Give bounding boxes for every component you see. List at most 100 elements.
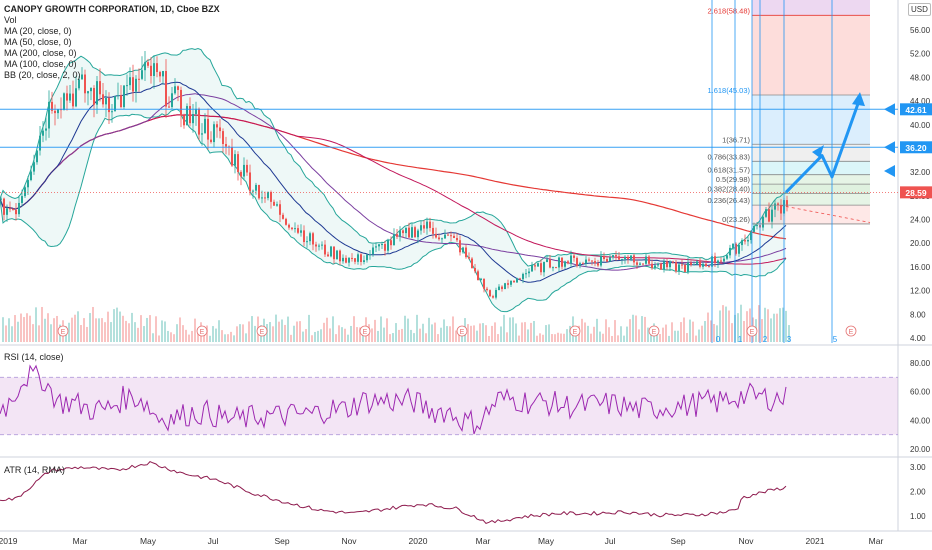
fib-zone xyxy=(752,94,870,145)
candle-body xyxy=(351,257,353,259)
candle-body xyxy=(543,262,545,273)
candle-body xyxy=(195,108,197,115)
candle-body xyxy=(114,96,116,112)
volume-bar xyxy=(401,328,403,342)
candle-body xyxy=(684,264,686,272)
candle-body xyxy=(507,283,509,285)
candle-body xyxy=(726,255,728,259)
currency-badge[interactable]: USD xyxy=(908,3,931,16)
volume-bar xyxy=(20,313,22,342)
candle-body xyxy=(111,111,113,113)
candle-body xyxy=(180,89,182,116)
legend-ma20[interactable]: MA (20, close, 0) xyxy=(4,26,72,36)
volume-bar xyxy=(413,333,415,342)
candle-body xyxy=(141,70,143,79)
fib-zone xyxy=(752,15,870,95)
candle-body xyxy=(276,204,278,206)
volume-bar xyxy=(410,329,412,342)
atr-label[interactable]: ATR (14, RMA) xyxy=(4,465,65,475)
volume-bar xyxy=(476,330,478,342)
rsi-label[interactable]: RSI (14, close) xyxy=(4,352,64,362)
candle-body xyxy=(693,264,695,266)
volume-bar xyxy=(239,324,241,342)
candle-body xyxy=(483,278,485,289)
volume-bar xyxy=(38,325,40,342)
candle-body xyxy=(393,234,395,246)
volume-bar xyxy=(317,330,319,342)
volume-bar xyxy=(218,320,220,342)
x-tick-label: Nov xyxy=(738,536,754,546)
candle-body xyxy=(204,118,206,134)
candle-body xyxy=(360,254,362,263)
candle-body xyxy=(81,74,83,80)
candle-body xyxy=(108,97,110,113)
candle-body xyxy=(729,247,731,256)
rsi-y-tick: 60.00 xyxy=(910,388,931,397)
volume-bar xyxy=(278,321,280,342)
volume-bar xyxy=(224,334,226,342)
volume-bar xyxy=(683,317,685,342)
volume-bar xyxy=(677,330,679,342)
volume-bar xyxy=(440,327,442,342)
candle-body xyxy=(261,197,263,199)
candle-body xyxy=(51,101,53,111)
candle-body xyxy=(423,225,425,229)
volume-bar xyxy=(437,334,439,342)
earnings-marker: E xyxy=(200,329,205,336)
candle-body xyxy=(177,86,179,90)
volume-bar xyxy=(605,319,607,342)
candle-body xyxy=(432,227,434,234)
volume-bar xyxy=(356,327,358,342)
candle-body xyxy=(687,262,689,272)
volume-bar xyxy=(275,314,277,342)
candle-body xyxy=(663,261,665,270)
atr-y-tick: 3.00 xyxy=(910,463,926,472)
candle-body xyxy=(63,93,65,111)
symbol-title[interactable]: CANOPY GROWTH CORPORATION, 1D, Cboe BZX xyxy=(4,4,220,14)
forecast-arrowhead xyxy=(852,92,865,107)
volume-bar xyxy=(248,321,250,342)
candle-body xyxy=(636,262,638,265)
candle-body xyxy=(528,271,530,274)
volume-bar xyxy=(68,322,70,342)
volume-bar xyxy=(470,325,472,342)
volume-bar xyxy=(77,311,79,342)
legend-ma200[interactable]: MA (200, close, 0) xyxy=(4,48,77,58)
volume-bar xyxy=(89,313,91,342)
candle-body xyxy=(3,198,5,215)
candle-body xyxy=(600,256,602,266)
volume-bar xyxy=(287,316,289,342)
fib-level-label: 1.618(45.03) xyxy=(707,86,750,95)
y-tick-label: 48.00 xyxy=(910,73,931,82)
volume-bar xyxy=(722,305,724,342)
y-tick-label: 12.00 xyxy=(910,287,931,296)
candle-body xyxy=(582,263,584,265)
candle-body xyxy=(84,74,86,94)
candle-body xyxy=(669,261,671,268)
volume-bar xyxy=(563,333,565,342)
candle-body xyxy=(18,202,20,215)
volume-bar xyxy=(689,319,691,342)
candle-body xyxy=(657,263,659,266)
volume-bar xyxy=(569,325,571,342)
legend-ma100[interactable]: MA (100, close, 0) xyxy=(4,59,77,69)
candle-body xyxy=(570,255,572,264)
volume-bar xyxy=(746,311,748,342)
candle-body xyxy=(471,258,473,269)
legend-vol[interactable]: Vol xyxy=(4,15,17,25)
candle-body xyxy=(441,238,443,240)
volume-bar xyxy=(329,328,331,342)
legend-ma50[interactable]: MA (50, close, 0) xyxy=(4,37,72,47)
time-fib-label: 1 xyxy=(738,335,743,344)
volume-bar xyxy=(599,331,601,342)
volume-bar xyxy=(428,317,430,342)
volume-bar xyxy=(86,326,88,342)
rsi-line xyxy=(0,364,787,435)
volume-bar xyxy=(41,306,43,342)
candle-body xyxy=(504,283,506,290)
legend-bb[interactable]: BB (20, close, 2, 0) xyxy=(4,70,81,80)
volume-bar xyxy=(518,335,520,342)
candle-body xyxy=(411,227,413,238)
candle-body xyxy=(585,259,587,264)
